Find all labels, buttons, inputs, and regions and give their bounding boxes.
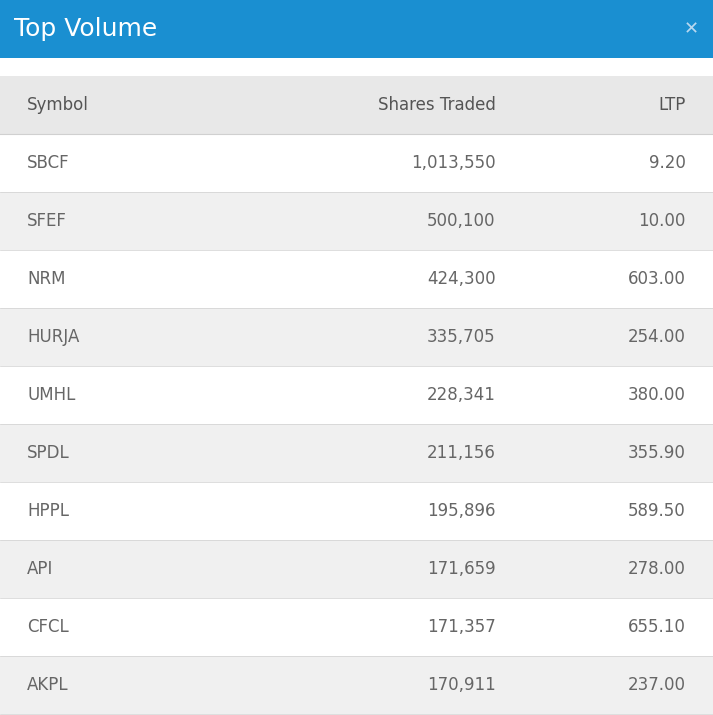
Text: SFEF: SFEF bbox=[27, 212, 67, 230]
Text: Top Volume: Top Volume bbox=[14, 17, 158, 41]
Text: HPPL: HPPL bbox=[27, 502, 69, 520]
Bar bbox=[0, 482, 713, 540]
Text: AKPL: AKPL bbox=[27, 676, 68, 694]
Text: 171,659: 171,659 bbox=[427, 560, 496, 578]
Text: 355.90: 355.90 bbox=[628, 444, 686, 462]
Text: 278.00: 278.00 bbox=[628, 560, 686, 578]
Bar bbox=[0, 308, 713, 366]
Text: 335,705: 335,705 bbox=[427, 328, 496, 346]
Text: Shares Traded: Shares Traded bbox=[378, 96, 496, 114]
Text: SBCF: SBCF bbox=[27, 154, 70, 172]
Text: SPDL: SPDL bbox=[27, 444, 70, 462]
Text: 171,357: 171,357 bbox=[427, 618, 496, 636]
Bar bbox=[0, 540, 713, 598]
Bar bbox=[0, 0, 713, 58]
Bar bbox=[0, 76, 713, 134]
Text: 380.00: 380.00 bbox=[628, 386, 686, 404]
Text: 228,341: 228,341 bbox=[426, 386, 496, 404]
Text: UMHL: UMHL bbox=[27, 386, 76, 404]
Text: HURJA: HURJA bbox=[27, 328, 79, 346]
Bar bbox=[0, 192, 713, 250]
Text: 603.00: 603.00 bbox=[628, 270, 686, 288]
Bar bbox=[0, 424, 713, 482]
Bar bbox=[0, 598, 713, 656]
Text: 170,911: 170,911 bbox=[427, 676, 496, 694]
Text: 424,300: 424,300 bbox=[427, 270, 496, 288]
Text: 254.00: 254.00 bbox=[628, 328, 686, 346]
Text: LTP: LTP bbox=[659, 96, 686, 114]
Text: 589.50: 589.50 bbox=[628, 502, 686, 520]
Text: 9.20: 9.20 bbox=[649, 154, 686, 172]
Text: 500,100: 500,100 bbox=[427, 212, 496, 230]
Text: API: API bbox=[27, 560, 53, 578]
Text: 10.00: 10.00 bbox=[639, 212, 686, 230]
Text: 1,013,550: 1,013,550 bbox=[411, 154, 496, 172]
Text: CFCL: CFCL bbox=[27, 618, 69, 636]
Bar bbox=[0, 134, 713, 192]
Bar bbox=[0, 250, 713, 308]
Text: 211,156: 211,156 bbox=[426, 444, 496, 462]
Text: 195,896: 195,896 bbox=[427, 502, 496, 520]
Text: 237.00: 237.00 bbox=[628, 676, 686, 694]
Bar bbox=[0, 656, 713, 714]
Text: Symbol: Symbol bbox=[27, 96, 89, 114]
Text: 655.10: 655.10 bbox=[628, 618, 686, 636]
Bar bbox=[0, 366, 713, 424]
Text: ✕: ✕ bbox=[684, 20, 699, 38]
Text: NRM: NRM bbox=[27, 270, 66, 288]
